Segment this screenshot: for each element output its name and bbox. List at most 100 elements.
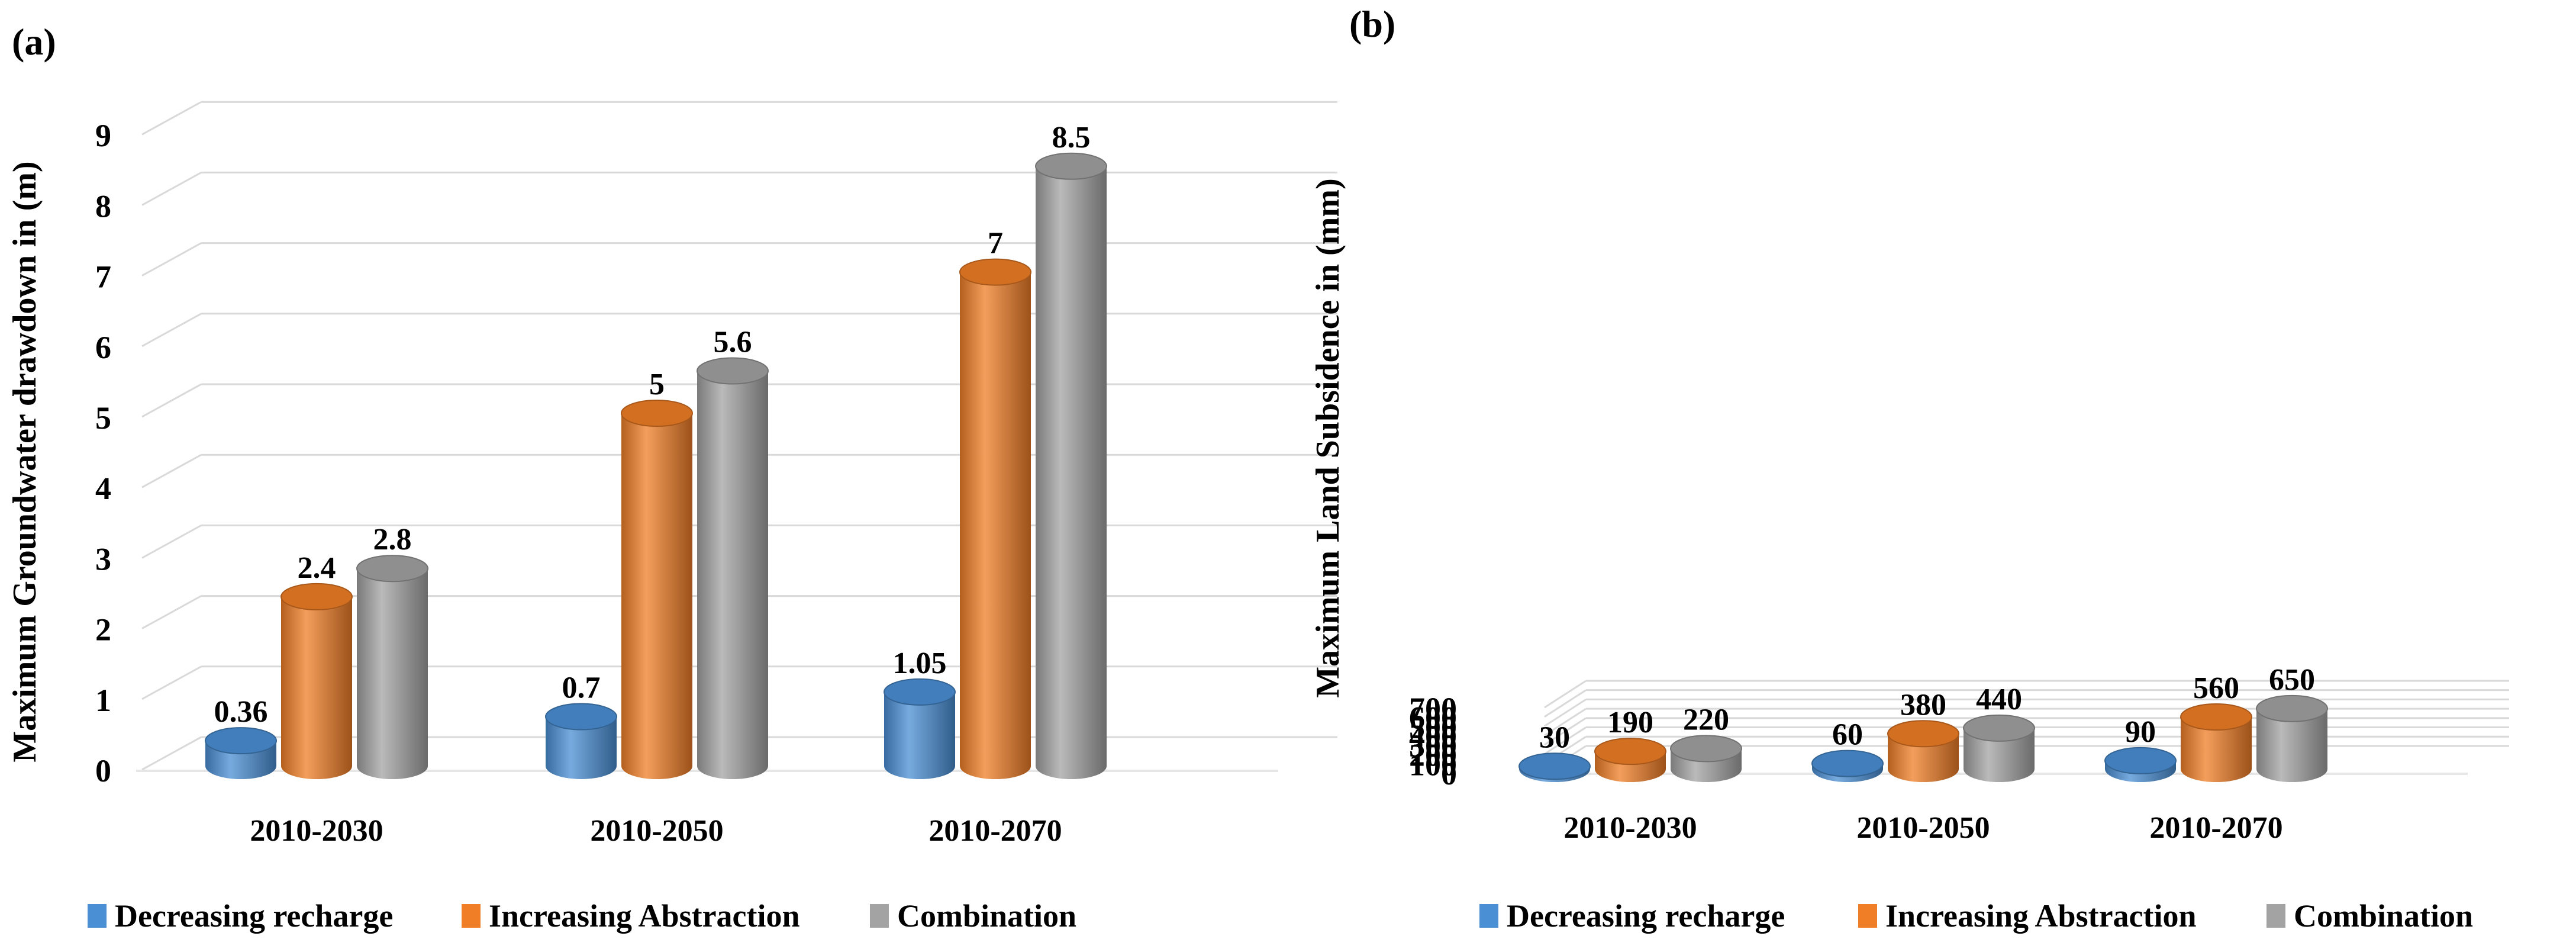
y-tick-label: 7 [95,259,111,295]
y-tick-label: 400 [1409,719,1457,754]
x-tick-label: 2010-2030 [1563,811,1697,845]
legend-item-increasing-abstraction: Increasing Abstraction [1858,898,2197,934]
legend-swatch [462,904,481,928]
x-tick-label: 2010-2070 [2149,811,2282,845]
bar-body [546,716,617,779]
bar-top [545,703,617,731]
gridline-diagonal [1544,717,1587,746]
y-tick-label: 700 [1409,691,1457,726]
legend-label: Increasing Abstraction [1885,898,2197,934]
bar-top [697,357,769,385]
bar-top [1035,152,1107,180]
y-tick-label: 9 [95,118,111,153]
data-label: 2.4 [298,551,336,585]
x-tick-label: 2010-2050 [1856,811,1990,845]
data-label: 1.05 [893,647,947,680]
data-label: 7 [988,227,1003,260]
bar-top [205,727,277,755]
data-label: 60 [1832,718,1863,752]
chart-panel-a: (a) 0 1 2 3 4 5 6 7 8 9 Maximum Groundwater drawdow… [7,21,1337,934]
gridline-diagonal [141,454,202,488]
legend: Decreasing recharge Increasing Abstractio… [1479,898,2473,934]
legend-item-decreasing-recharge: Decreasing recharge [1479,898,1785,934]
bar-body [621,413,692,779]
data-label: 0.36 [214,695,268,729]
y-tick-label: 300 [1409,728,1457,764]
data-label: 650 [2269,663,2315,697]
bar-top [281,583,353,610]
bar-decreasing-recharge [205,727,277,779]
y-tick-label: 0 [95,753,111,789]
bar-increasing-abstraction [621,400,693,779]
gridline-diagonal [141,383,202,418]
bar-combination [1963,714,2035,782]
y-tick-label: 200 [1409,738,1457,773]
y-axis-label: Maximum Land Subsidence in (mm) [1310,178,1346,697]
bar-body [884,692,955,779]
y-tick-label: 8 [95,188,111,224]
legend: Decreasing recharge Increasing Abstractio… [88,898,1076,934]
bar-top [356,555,428,583]
bar-top [884,678,956,706]
data-label: 560 [2193,671,2239,705]
legend-label: Decreasing recharge [1507,898,1785,934]
data-label: 8.5 [1052,121,1091,155]
gridline-diagonal [1544,680,1587,709]
legend-label: Increasing Abstraction [489,898,800,934]
gridline-diagonal [141,313,202,348]
bar-body [1888,734,1959,782]
series-increasing-abstraction: 2.4 5 7 [281,227,1031,780]
legend-swatch [1858,904,1877,928]
y-tick-label: 0 [1441,756,1457,792]
gridline-diagonal [1544,689,1587,718]
bar-combination [2256,694,2328,782]
bar-body [1964,728,2035,782]
legend-swatch [1479,904,1498,928]
y-tick-label: 3 [95,541,111,577]
data-label: 220 [1683,703,1729,736]
bar-increasing-abstraction [1887,720,1959,782]
data-label: 5.6 [714,325,752,359]
y-tick-label: 100 [1409,747,1457,782]
bar-decreasing-recharge [1811,750,1884,782]
bar-top [1670,735,1742,763]
bar-increasing-abstraction [2180,703,2252,782]
series-decreasing-recharge: 0.36 0.7 1.05 [205,647,956,779]
data-label: 0.7 [562,671,601,705]
y-tick-label: 5 [95,400,111,436]
bar-top [959,258,1031,286]
bar-decreasing-recharge [884,678,956,779]
series-combination: 220 440 650 [1670,663,2328,782]
gridline-diagonal [141,525,202,559]
x-tick-label: 2010-2030 [250,814,383,848]
panel-label-a: (a) [12,21,56,63]
legend-item-combination: Combination [870,898,1076,934]
data-label: 380 [1900,688,1946,722]
y-tick-label: 4 [95,471,111,506]
data-label: 30 [1539,721,1570,754]
y-tick-label: 1 [95,683,111,718]
gridline-diagonal [141,595,202,629]
legend-swatch [2267,904,2285,928]
legend-label: Combination [2294,898,2473,934]
bar-combination [1035,152,1107,779]
bar-decreasing-recharge [545,703,617,779]
bar-top [2104,747,2177,774]
x-tick-label: 2010-2070 [928,814,1062,848]
gridline-diagonal [141,172,202,206]
bar-top [1518,752,1591,780]
gridline-diagonal [141,665,202,700]
legend-item-decreasing-recharge: Decreasing recharge [88,898,393,934]
gridline-diagonal [141,101,202,136]
gridline-diagonal [1544,726,1587,755]
bar-top [1811,750,1884,777]
data-label: 440 [1976,683,2022,716]
x-tick-label: 2010-2050 [590,814,723,848]
bar-body [960,272,1031,780]
bar-top [2180,703,2252,731]
y-tick-label: 2 [95,612,111,648]
y-axis-label: Maximum Groundwater drawdown in (m) [7,161,43,762]
panel-label-b: (b) [1349,3,1395,45]
bar-top [1887,720,1959,748]
